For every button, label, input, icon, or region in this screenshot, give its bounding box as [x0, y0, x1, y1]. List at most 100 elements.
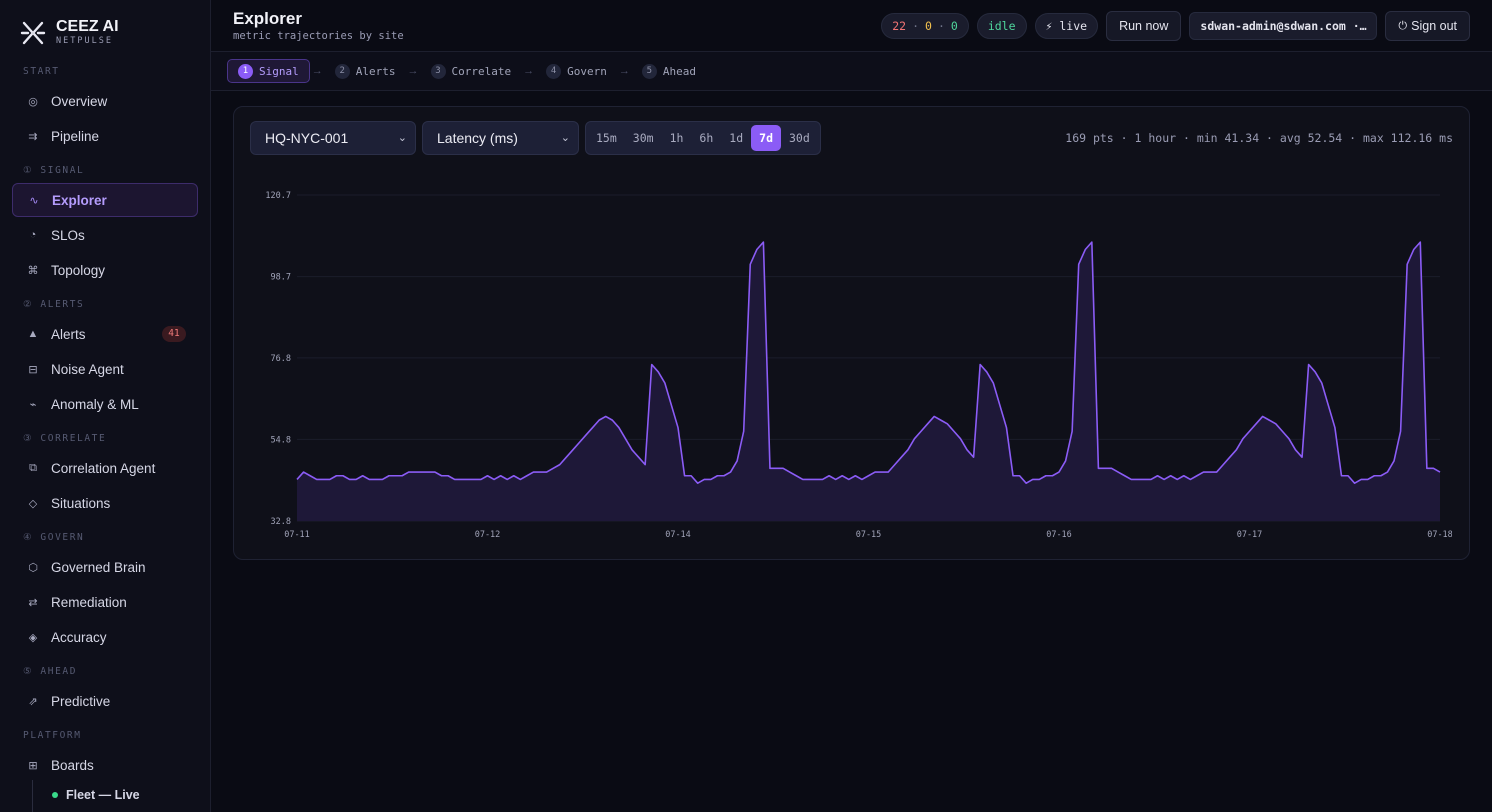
- sidebar-item-accuracy[interactable]: ◈ Accuracy: [12, 620, 198, 654]
- remediation-icon: ⇄: [28, 596, 38, 609]
- sidebar-item-boards[interactable]: ⊞ Boards: [12, 748, 198, 782]
- sidebar-item-situations[interactable]: ◇ Situations: [12, 486, 198, 520]
- step-alerts[interactable]: 2 Alerts: [325, 59, 406, 83]
- x-tick-label: 07-12: [475, 530, 501, 540]
- sidebar-item-label: Topology: [51, 262, 106, 278]
- alert-counts-pill[interactable]: 22 · 0 · 0: [881, 13, 969, 39]
- step-correlate[interactable]: 3 Correlate: [421, 59, 522, 83]
- overview-icon: ◎: [28, 95, 38, 108]
- live-toggle[interactable]: ⚡ live: [1034, 13, 1099, 39]
- series-line: [296, 241, 1441, 484]
- sidebar-item-remediation[interactable]: ⇄ Remediation: [12, 585, 198, 619]
- alert-icon: ▲: [27, 328, 39, 340]
- count-warning: 0: [925, 19, 932, 33]
- noise-agent-icon: ⊟: [28, 363, 38, 376]
- nav-section-label: PLATFORM: [23, 730, 82, 741]
- step-signal[interactable]: 1 Signal: [227, 59, 310, 83]
- latency-chart: 120.7 98.7 76.8 54.8 32.8 07-11 07-12 07-14 07-1…: [265, 191, 1452, 540]
- sidebar-item-topology[interactable]: ⌘ Topology: [12, 253, 198, 287]
- x-tick-label: 07-15: [856, 530, 882, 540]
- step-arrow-icon: →: [407, 65, 419, 77]
- range-1d[interactable]: 1d: [729, 131, 744, 145]
- sidebar-item-anomaly-ml[interactable]: ⌁ Anomaly & ML: [12, 387, 198, 421]
- step-number: 4: [546, 63, 562, 79]
- sidebar-item-correlation-agent[interactable]: ⧉ Correlation Agent: [12, 451, 198, 485]
- sign-out-button[interactable]: ⏻ Sign out: [1385, 11, 1470, 41]
- series-stats: 169 pts · 1 hour · min 41.34 · avg 52.54…: [1065, 131, 1453, 145]
- sidebar-item-predictive[interactable]: ⇗ Predictive: [12, 684, 198, 718]
- count-ok: 0: [950, 19, 958, 33]
- step-arrow-icon: →: [523, 65, 535, 77]
- page-header: Explorer metric trajectories by site 22 …: [211, 0, 1492, 52]
- y-tick-label: 32.8: [271, 517, 291, 527]
- sidebar-item-governed-brain[interactable]: ⬡ Governed Brain: [12, 550, 198, 584]
- range-30d[interactable]: 30d: [789, 131, 810, 145]
- chevron-down-icon: ⌄: [397, 132, 407, 144]
- nav-section-label: ① SIGNAL: [23, 165, 85, 176]
- predictive-icon: ⇗: [28, 695, 38, 708]
- sidebar-item-label: SLOs: [51, 227, 85, 243]
- nav-section-label: ③ CORRELATE: [23, 433, 107, 444]
- step-label: Govern: [567, 64, 607, 78]
- workflow-stepper: 1 Signal → 2 Alerts → 3 Correlate → 4 Govern → 5 Ahea…: [211, 52, 1492, 91]
- sidebar-item-label: Predictive: [51, 693, 111, 709]
- sidebar-item-overview[interactable]: ◎ Overview: [12, 84, 198, 118]
- metric-select[interactable]: Latency (ms) ⌄: [422, 121, 579, 155]
- sub-item-connector: [32, 780, 33, 812]
- run-now-button[interactable]: Run now: [1106, 11, 1182, 41]
- x-tick-label: 07-16: [1046, 530, 1072, 540]
- step-govern[interactable]: 4 Govern: [536, 59, 617, 83]
- y-tick-label: 98.7: [271, 273, 291, 283]
- sidebar-item-label: Situations: [51, 495, 111, 511]
- count-separator: ·: [912, 19, 920, 33]
- step-label: Correlate: [451, 64, 512, 78]
- time-range-selector: 15m 30m 1h 6h 1d 7d 30d: [585, 121, 821, 155]
- x-tick-label: 07-17: [1237, 530, 1263, 540]
- step-label: Alerts: [355, 64, 396, 78]
- header-actions: 22 · 0 · 0 idle ⚡ live Run now sdwan-adm…: [873, 11, 1470, 41]
- sidebar-item-noise-agent[interactable]: ⊟ Noise Agent: [12, 352, 198, 386]
- count-critical: 22: [892, 19, 907, 33]
- logo-icon: [20, 21, 46, 44]
- sidebar-item-slos[interactable]: ◔ SLOs: [12, 218, 198, 252]
- sidebar-item-label: Correlation Agent: [51, 460, 156, 476]
- sign-out-label: Sign out: [1411, 19, 1457, 33]
- step-label: Ahead: [662, 64, 696, 78]
- state-label: idle: [987, 19, 1016, 33]
- sidebar-item-label: Alerts: [51, 326, 86, 342]
- explorer-card: HQ-NYC-001 ⌄ Latency (ms) ⌄ 15m 30m 1h 6h 1d…: [233, 106, 1470, 560]
- accuracy-icon: ◈: [28, 631, 38, 644]
- range-6h[interactable]: 6h: [699, 131, 714, 145]
- steps: 1 Signal → 2 Alerts → 3 Correlate → 4 Govern → 5 Ahea…: [227, 59, 706, 83]
- anomaly-icon: ⌁: [29, 398, 37, 411]
- user-menu[interactable]: sdwan-admin@sdwan.com ·…: [1189, 12, 1378, 40]
- sidebar-item-pipeline[interactable]: ⇉ Pipeline: [12, 119, 198, 153]
- sidebar-item-alerts[interactable]: ▲ Alerts 41: [12, 317, 198, 351]
- sidebar-subitem-label: Fleet — Live: [66, 788, 140, 802]
- brand[interactable]: CEEZ AI NETPULSE: [20, 18, 119, 47]
- explorer-icon: ∿: [29, 194, 39, 207]
- sidebar-item-label: Governed Brain: [51, 559, 146, 575]
- step-arrow-icon: →: [618, 65, 630, 77]
- sidebar-item-explorer[interactable]: ∿ Explorer: [12, 183, 198, 217]
- step-arrow-icon: →: [311, 65, 323, 77]
- range-15m[interactable]: 15m: [596, 131, 617, 145]
- site-select[interactable]: HQ-NYC-001 ⌄: [250, 121, 416, 155]
- sidebar-item-label: Overview: [51, 93, 108, 109]
- x-tick-label: 07-18: [1427, 530, 1452, 540]
- brain-icon: ⬡: [28, 561, 38, 574]
- state-badge: idle: [976, 13, 1027, 39]
- range-30m[interactable]: 30m: [632, 131, 654, 145]
- page-subtitle: metric trajectories by site: [233, 30, 404, 42]
- sidebar-item-label: Boards: [51, 757, 94, 773]
- x-tick-label: 07-14: [665, 530, 691, 540]
- nav-section-label: ② ALERTS: [23, 299, 85, 310]
- range-1h[interactable]: 1h: [669, 131, 684, 145]
- sidebar-subitem-fleet-live[interactable]: Fleet — Live: [52, 788, 140, 802]
- sidebar-item-label: Anomaly & ML: [51, 396, 139, 412]
- step-number: 3: [430, 63, 446, 79]
- step-ahead[interactable]: 5 Ahead: [632, 59, 706, 83]
- step-label: Signal: [259, 64, 299, 78]
- chevron-down-icon: ⌄: [560, 132, 570, 144]
- range-7d[interactable]: 7d: [751, 125, 781, 151]
